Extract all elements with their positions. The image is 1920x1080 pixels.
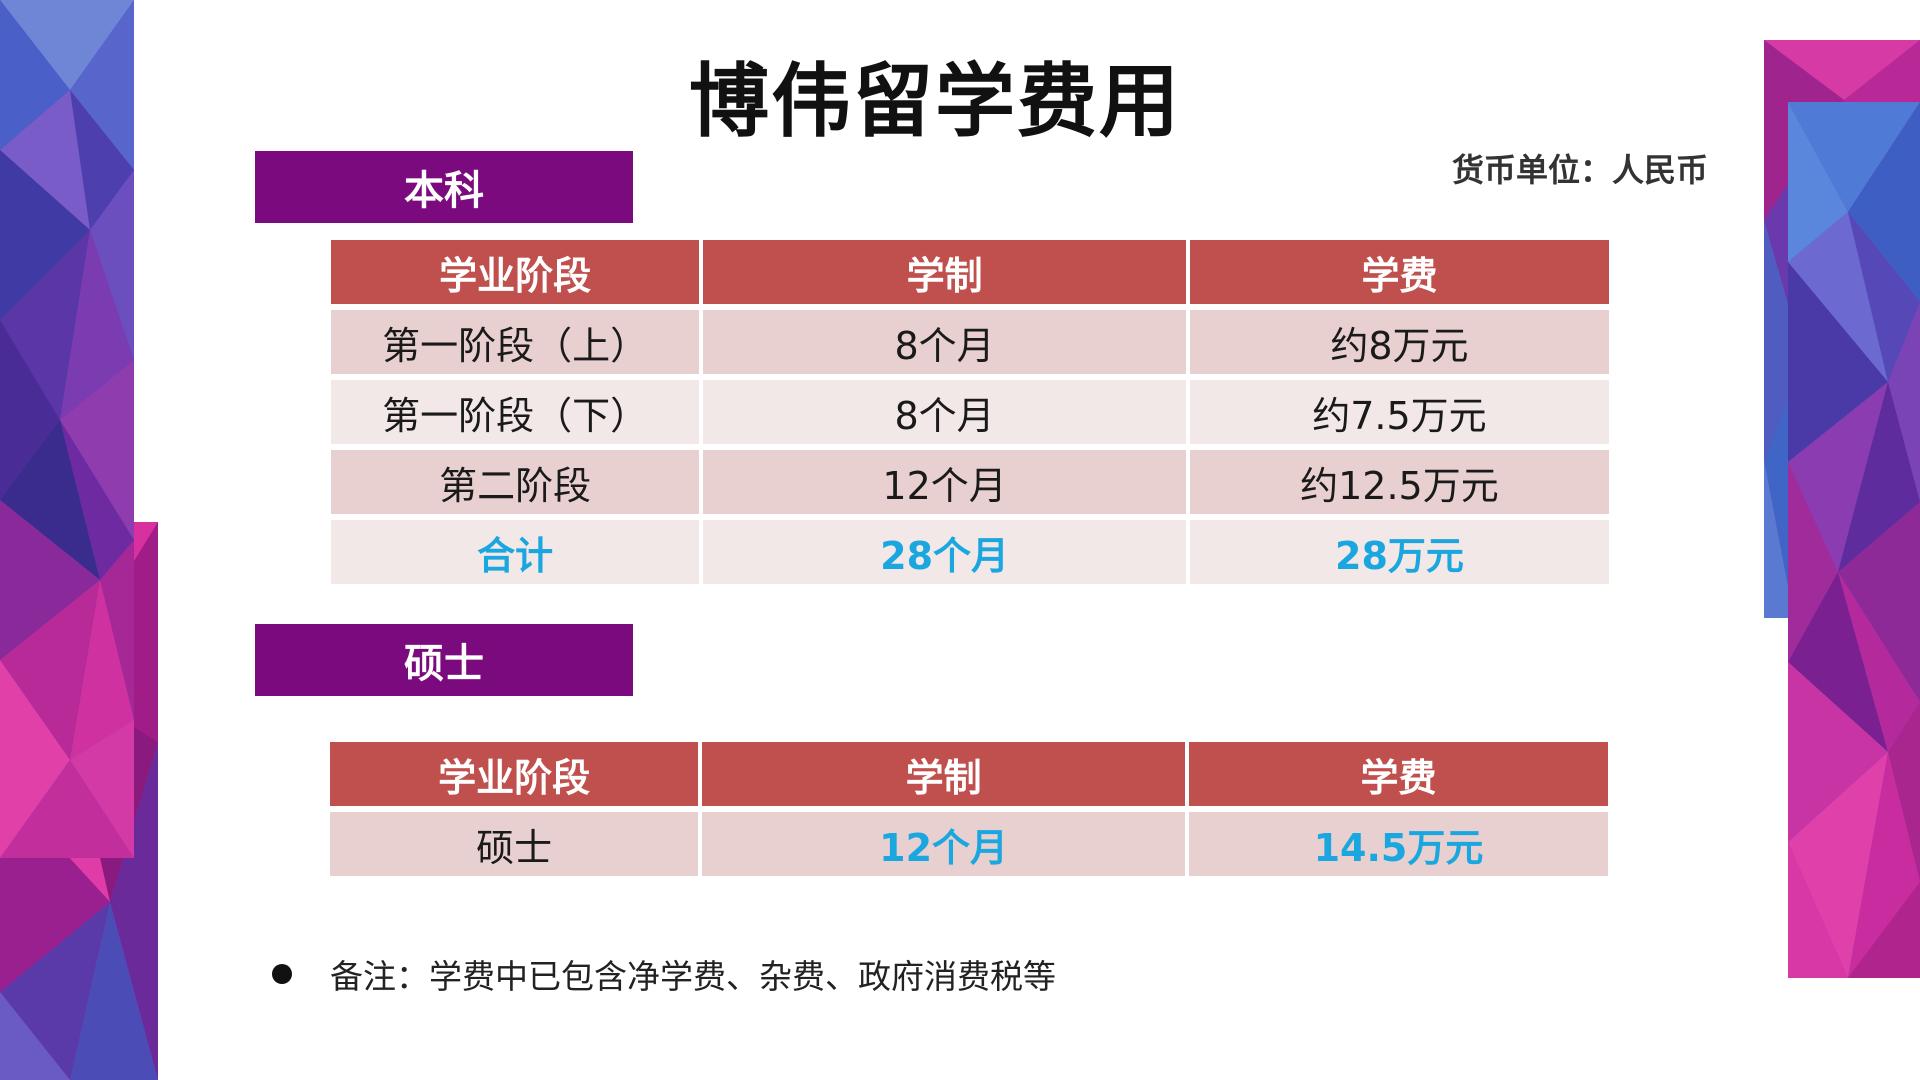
table-row-total: 合计 28个月 28万元 — [331, 520, 1609, 584]
currency-unit-note: 货币单位：人民币 — [1451, 151, 1708, 189]
cell-stage: 第二阶段 — [331, 450, 700, 514]
header-duration: 学制 — [702, 742, 1185, 806]
bachelor-fee-table: 学业阶段 学制 学费 第一阶段（上） 8个月 约8万元 第一阶段（下） 8个月 … — [327, 234, 1613, 590]
header-study-stage: 学业阶段 — [330, 742, 699, 806]
master-fee-table: 学业阶段 学制 学费 硕士 12个月 14.5万元 — [326, 736, 1612, 882]
page-title: 博伟留学费用 — [689, 55, 1181, 148]
footnote-text: 备注：学费中已包含净学费、杂费、政府消费税等 — [330, 957, 1056, 996]
header-study-stage: 学业阶段 — [331, 240, 700, 304]
bullet-icon — [272, 964, 292, 984]
table-header-row: 学业阶段 学制 学费 — [330, 742, 1608, 806]
cell-duration: 8个月 — [703, 310, 1186, 374]
cell-tuition: 约12.5万元 — [1189, 450, 1609, 514]
table-row: 第二阶段 12个月 约12.5万元 — [331, 450, 1609, 514]
header-tuition: 学费 — [1189, 240, 1609, 304]
cell-tuition: 14.5万元 — [1188, 812, 1608, 876]
cell-total-tuition: 28万元 — [1189, 520, 1609, 584]
section-label-master: 硕士 — [255, 624, 633, 696]
table-row: 硕士 12个月 14.5万元 — [330, 812, 1608, 876]
cell-stage: 第一阶段（上） — [331, 310, 700, 374]
header-duration: 学制 — [703, 240, 1186, 304]
cell-duration: 8个月 — [703, 380, 1186, 444]
table-row: 第一阶段（下） 8个月 约7.5万元 — [331, 380, 1609, 444]
cell-duration: 12个月 — [702, 812, 1185, 876]
cell-tuition: 约8万元 — [1189, 310, 1609, 374]
table-header-row: 学业阶段 学制 学费 — [331, 240, 1609, 304]
cell-total-label: 合计 — [331, 520, 700, 584]
header-tuition: 学费 — [1188, 742, 1608, 806]
cell-stage: 第一阶段（下） — [331, 380, 700, 444]
section-label-bachelor: 本科 — [255, 151, 633, 223]
decorative-polygon-panel-right — [1788, 102, 1920, 978]
table-row: 第一阶段（上） 8个月 约8万元 — [331, 310, 1609, 374]
footnote: 备注：学费中已包含净学费、杂费、政府消费税等 — [272, 950, 1056, 998]
cell-duration: 12个月 — [703, 450, 1186, 514]
cell-stage: 硕士 — [330, 812, 699, 876]
cell-tuition: 约7.5万元 — [1189, 380, 1609, 444]
cell-total-duration: 28个月 — [703, 520, 1186, 584]
decorative-polygon-panel-left — [0, 0, 134, 858]
